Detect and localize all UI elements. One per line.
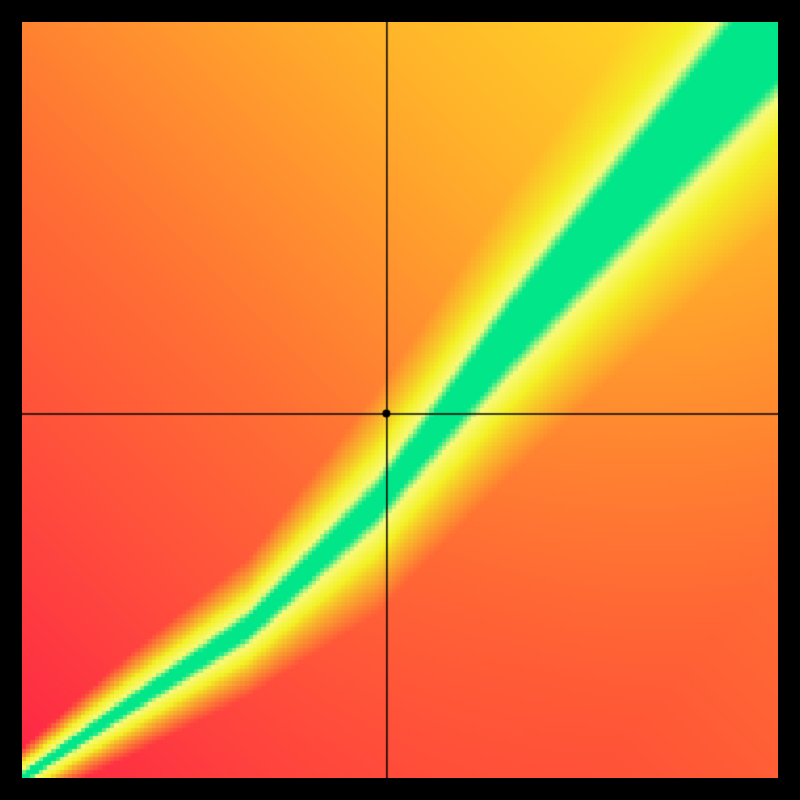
watermark-text: TheBottleneck.com (575, 2, 778, 28)
heatmap-canvas (22, 22, 778, 778)
frame: TheBottleneck.com (0, 0, 800, 800)
plot-area (22, 22, 778, 778)
